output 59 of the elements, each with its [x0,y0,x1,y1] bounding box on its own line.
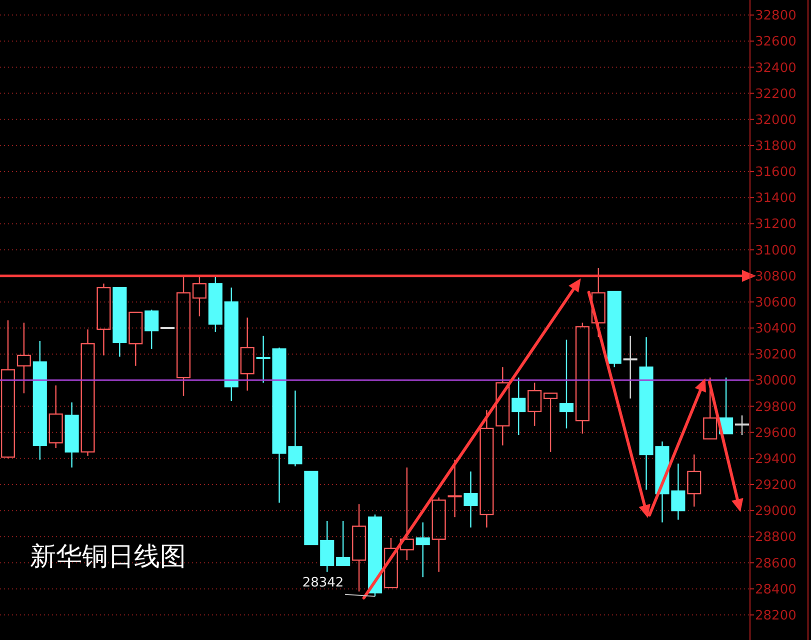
y-tick-label: 31000 [755,243,796,258]
y-tick-label: 31800 [755,139,796,154]
candlestick [240,316,254,392]
candlestick [528,382,542,426]
y-tick-label: 32800 [755,8,796,24]
y-tick-label: 29600 [755,426,796,441]
y-tick-label: 30400 [755,322,796,337]
candlestick [96,283,111,356]
candlestick [575,322,590,434]
candlestick [32,340,47,460]
y-tick-label: 29400 [755,452,796,467]
candlestick [144,309,159,350]
y-tick-label: 32000 [755,112,796,128]
candlestick [128,312,143,366]
y-tick-label: 32600 [755,34,796,50]
candlestick [687,454,702,508]
candlestick [0,320,15,460]
candlestick [80,328,95,456]
y-tick-label: 30200 [755,348,796,363]
candlestick [464,470,478,528]
candlestick [496,366,510,446]
y-tick-label: 28400 [755,582,796,598]
text: 新华铜日线图 [30,542,186,572]
candlestick [416,522,430,578]
candlestick [448,459,462,518]
candlestick [224,286,238,402]
y-tick-label: 28800 [755,530,796,546]
y-tick-label: 31400 [755,191,796,206]
y-tick-label: 30600 [755,295,796,310]
candlestick [400,466,414,561]
candlestick [544,392,558,453]
candlestick [336,520,350,566]
annotation: 28342 [302,575,344,590]
candlestick [384,537,398,588]
y-tick-label: 30800 [755,269,796,284]
candlestick [176,275,191,396]
candlestick [112,286,127,358]
candlestick [192,275,206,317]
y-tick-label: 28200 [755,608,796,624]
y-tick-label: 29800 [755,400,796,415]
candlestick [432,496,446,572]
candlestick [208,275,222,333]
y-tick-label: 30000 [755,374,796,389]
y-tick-label: 31200 [755,217,796,232]
candlestick [512,376,526,436]
candlestick [320,520,334,572]
candlestick [48,384,63,449]
y-tick-label: 29200 [755,478,796,494]
candlestick [623,335,638,400]
y-tick-label: 29000 [755,504,796,520]
y-tick-label: 31600 [755,165,796,180]
y-tick-label: 28600 [755,556,796,572]
candlestick [559,339,574,430]
candlestick [16,322,31,394]
y-tick-label: 32400 [755,60,796,76]
candlestick [480,410,494,528]
candlestick [64,402,79,468]
y-tick-label: 32200 [755,86,796,102]
candlestick [352,503,366,592]
